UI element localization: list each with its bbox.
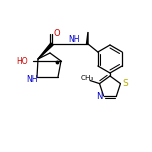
Text: CH₃: CH₃ <box>80 74 94 81</box>
Polygon shape <box>86 32 88 44</box>
Text: O: O <box>54 29 60 38</box>
Text: NH: NH <box>26 76 38 85</box>
Text: S: S <box>123 79 128 88</box>
Polygon shape <box>38 43 53 59</box>
Text: HO: HO <box>16 57 28 66</box>
Text: N: N <box>96 92 103 101</box>
Text: NH: NH <box>68 35 80 43</box>
